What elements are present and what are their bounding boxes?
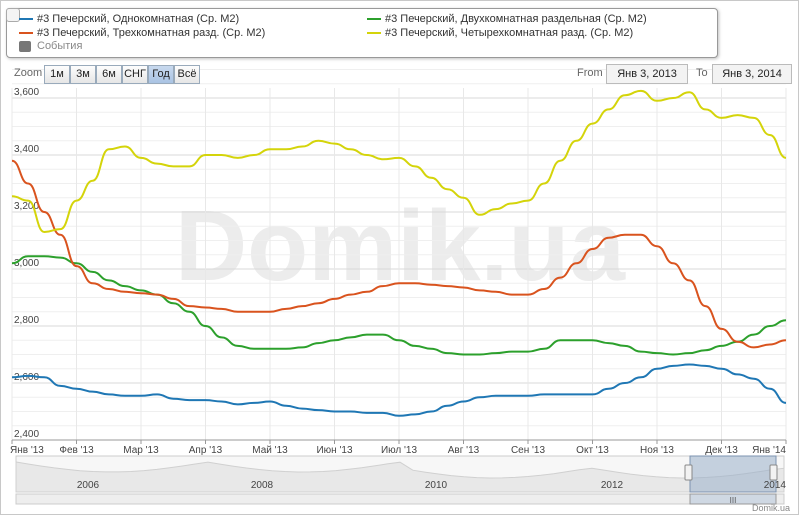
x-tick-label: Окт '13 bbox=[576, 445, 609, 456]
x-tick-label: Июл '13 bbox=[381, 445, 418, 456]
zoom-3m-button[interactable]: 3м bbox=[70, 65, 96, 84]
zoom-1m-button[interactable]: 1м bbox=[44, 65, 70, 84]
zoom-all-button[interactable]: Всё bbox=[174, 65, 200, 84]
legend-item-events[interactable]: События bbox=[19, 40, 82, 53]
navigator-year-label: 2010 bbox=[425, 480, 448, 491]
navigator-year-label: 2008 bbox=[251, 480, 274, 491]
legend-item-1room[interactable]: #3 Печерский, Однокомнатная (Ср. М2) bbox=[19, 13, 239, 26]
scrollbar-track bbox=[15, 493, 785, 505]
legend-label-1room: #3 Печерский, Однокомнатная (Ср. М2) bbox=[37, 13, 240, 25]
range-from-label: From bbox=[577, 67, 603, 79]
x-tick-label: Фев '13 bbox=[59, 445, 94, 456]
zoom-label: Zoom bbox=[14, 67, 43, 79]
zoom-year-button[interactable]: Год bbox=[148, 65, 174, 84]
events-swatch bbox=[19, 40, 31, 52]
scrollbar-grip: III bbox=[730, 496, 737, 505]
legend-swatch-4room bbox=[367, 32, 381, 35]
y-tick-label: 2,600 bbox=[14, 372, 39, 383]
x-tick-label: Дек '13 bbox=[705, 445, 738, 456]
y-tick-label: 3,000 bbox=[14, 258, 39, 269]
y-axis: 2,400 2,600 2,800 3,000 3,200 3,400 3,600 bbox=[14, 87, 39, 440]
navigator-year-label: 2006 bbox=[77, 480, 100, 491]
watermark: Domik.ua bbox=[175, 190, 626, 302]
legend-label-3room: #3 Печерский, Трехкомнатная разд. (Ср. М… bbox=[37, 27, 266, 39]
y-tick-label: 2,400 bbox=[14, 429, 39, 440]
series-line-4 bbox=[11, 89, 787, 233]
x-tick-label: Ноя '13 bbox=[640, 445, 674, 456]
y-tick-label: 3,600 bbox=[14, 87, 39, 98]
x-axis: Янв '13 Фев '13 Мар '13 Апр '13 Май '13 Июн '… bbox=[10, 439, 787, 456]
scrollbar-thumb[interactable] bbox=[689, 493, 777, 505]
range-to-label: To bbox=[696, 67, 708, 79]
zoom-ytd-button[interactable]: СНГ bbox=[122, 65, 148, 84]
x-tick-label: Апр '13 bbox=[189, 445, 223, 456]
series-line-1 bbox=[11, 363, 787, 417]
legend-collapse-handle[interactable] bbox=[6, 8, 20, 22]
x-tick-label: Мар '13 bbox=[123, 445, 159, 456]
series-group bbox=[11, 89, 787, 417]
navigator-year-label: 2014 bbox=[764, 480, 787, 491]
grid bbox=[11, 69, 787, 441]
legend-item-2room[interactable]: #3 Печерский, Двухкомнатная раздельная (… bbox=[367, 13, 647, 26]
navigator-selection bbox=[689, 455, 777, 493]
x-tick-label: Июн '13 bbox=[316, 445, 352, 456]
legend-swatch-3room bbox=[19, 32, 33, 35]
credit: Domik.ua bbox=[751, 503, 790, 513]
y-tick-label: 3,200 bbox=[14, 201, 39, 212]
range-from-input[interactable]: Янв 3, 2013 bbox=[606, 64, 688, 84]
x-tick-label: Сен '13 bbox=[511, 445, 546, 456]
zoom-6m-button[interactable]: 6м bbox=[96, 65, 122, 84]
x-tick-label: Янв '14 bbox=[752, 445, 786, 456]
x-tick-label: Май '13 bbox=[252, 445, 288, 456]
series-line-3 bbox=[11, 159, 787, 349]
legend-item-3room[interactable]: #3 Печерский, Трехкомнатная разд. (Ср. М… bbox=[19, 27, 265, 40]
navigator: 2006 2008 2010 2012 2014 III bbox=[15, 455, 787, 505]
legend-label-events: События bbox=[37, 40, 83, 52]
series-line-2 bbox=[11, 255, 787, 356]
legend-swatch-1room bbox=[19, 18, 33, 21]
range-to-input[interactable]: Янв 3, 2014 bbox=[712, 64, 792, 84]
x-tick-label: Авг '13 bbox=[448, 445, 480, 456]
navigator-handle-right[interactable] bbox=[769, 464, 778, 481]
legend-label-2room: #3 Печерский, Двухкомнатная раздельная (… bbox=[385, 13, 647, 25]
legend-item-4room[interactable]: #3 Печерский, Четырехкомнатная разд. (Ср… bbox=[367, 27, 633, 40]
legend: #3 Печерский, Однокомнатная (Ср. М2) #3 … bbox=[6, 8, 718, 58]
x-tick-label: Янв '13 bbox=[10, 445, 44, 456]
y-tick-label: 3,400 bbox=[14, 144, 39, 155]
y-tick-label: 2,800 bbox=[14, 315, 39, 326]
navigator-handle-left[interactable] bbox=[684, 464, 693, 481]
navigator-year-label: 2012 bbox=[601, 480, 624, 491]
legend-label-4room: #3 Печерский, Четырехкомнатная разд. (Ср… bbox=[385, 27, 634, 39]
legend-swatch-2room bbox=[367, 18, 381, 21]
